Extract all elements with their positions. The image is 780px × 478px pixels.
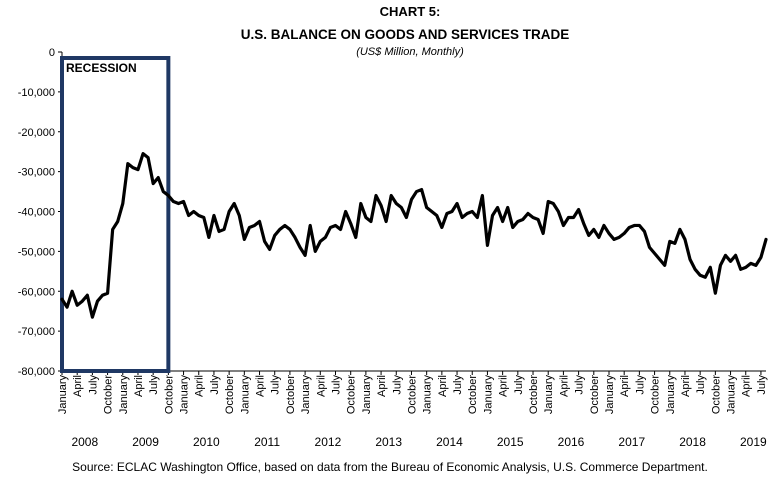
chart-number: CHART 5: bbox=[379, 4, 441, 19]
y-tick-label: -60,000 bbox=[18, 286, 55, 298]
year-label: 2008 bbox=[71, 435, 98, 449]
y-tick-label: -80,000 bbox=[18, 366, 55, 378]
x-tick-label: April bbox=[315, 375, 327, 397]
year-label: 2014 bbox=[436, 435, 463, 449]
y-axis: 0 -10,000 -20,000 -30,000 -40,000 -50,000 -60,… bbox=[18, 47, 63, 378]
x-tick-label: October bbox=[346, 375, 358, 414]
trade-balance-line bbox=[60, 152, 768, 319]
year-label: 2012 bbox=[315, 435, 342, 449]
year-label: 2016 bbox=[558, 435, 585, 449]
y-tick-label: -50,000 bbox=[18, 246, 55, 258]
x-tick-label: January bbox=[179, 375, 191, 415]
x-tick-label: October bbox=[406, 375, 418, 414]
recession-annotation: RECESSION bbox=[60, 56, 171, 373]
y-tick-label: -30,000 bbox=[18, 167, 55, 179]
year-label: 2013 bbox=[375, 435, 402, 449]
x-tick-label: July bbox=[209, 375, 221, 395]
x-tick-label: July bbox=[634, 375, 646, 395]
series-layer bbox=[60, 152, 768, 319]
x-tick-label: July bbox=[148, 375, 160, 395]
x-tick-label: April bbox=[376, 375, 388, 397]
x-tick-label: April bbox=[133, 375, 145, 397]
x-tick-label: April bbox=[558, 375, 570, 397]
x-tick-label: April bbox=[498, 375, 510, 397]
x-tick-label: July bbox=[695, 375, 707, 395]
x-tick-label: October bbox=[163, 375, 175, 414]
x-tick-label: July bbox=[756, 375, 768, 395]
year-label: 2009 bbox=[132, 435, 159, 449]
x-tick-label: January bbox=[422, 375, 434, 415]
x-tick-label: July bbox=[87, 375, 99, 395]
x-tick-label: January bbox=[239, 375, 251, 415]
year-label: 2019 bbox=[740, 435, 767, 449]
chart-title: U.S. BALANCE ON GOODS AND SERVICES TRADE bbox=[240, 27, 570, 42]
x-tick-label: January bbox=[57, 375, 69, 415]
x-tick-label: October bbox=[467, 375, 479, 414]
year-label: 2010 bbox=[193, 435, 220, 449]
x-tick-label: October bbox=[710, 375, 722, 414]
x-tick-label: January bbox=[482, 375, 494, 415]
recession-label: RECESSION bbox=[66, 61, 137, 75]
x-tick-label: April bbox=[255, 375, 267, 397]
recession-box bbox=[60, 56, 171, 373]
x-tick-label: October bbox=[589, 375, 601, 414]
y-tick-label: -70,000 bbox=[18, 326, 55, 338]
x-tick-label: January bbox=[543, 375, 555, 415]
y-tick-label: -40,000 bbox=[18, 207, 55, 219]
x-tick-label: October bbox=[103, 375, 115, 414]
x-tick-label: July bbox=[513, 375, 525, 395]
chart-subtitle: (US$ Million, Monthly) bbox=[356, 46, 464, 58]
x-tick-label: January bbox=[300, 375, 312, 415]
x-tick-label: July bbox=[574, 375, 586, 395]
y-tick-label: 0 bbox=[49, 47, 55, 59]
x-tick-label: January bbox=[665, 375, 677, 415]
x-tick-label: October bbox=[528, 375, 540, 414]
x-tick-label: July bbox=[391, 375, 403, 395]
x-tick-label: April bbox=[194, 375, 206, 397]
x-tick-label: October bbox=[224, 375, 236, 414]
x-tick-label: January bbox=[604, 375, 616, 415]
y-tick-label: -20,000 bbox=[18, 127, 55, 139]
x-tick-label: April bbox=[437, 375, 449, 397]
year-label: 2011 bbox=[254, 435, 280, 449]
y-tick-label: -10,000 bbox=[18, 87, 55, 99]
x-tick-label: October bbox=[650, 375, 662, 414]
year-label: 2015 bbox=[497, 435, 524, 449]
x-tick-label: January bbox=[361, 375, 373, 415]
x-tick-label: October bbox=[285, 375, 297, 414]
x-tick-label: July bbox=[330, 375, 342, 395]
x-tick-label: April bbox=[680, 375, 692, 397]
x-tick-label: July bbox=[452, 375, 464, 395]
year-label: 2017 bbox=[618, 435, 645, 449]
year-label: 2018 bbox=[679, 435, 706, 449]
x-tick-label: April bbox=[741, 375, 753, 397]
x-axis: January April July October January April July O… bbox=[57, 370, 768, 449]
x-tick-label: April bbox=[72, 375, 84, 397]
x-tick-label: January bbox=[726, 375, 738, 415]
x-tick-label: January bbox=[118, 375, 130, 415]
x-tick-label: April bbox=[619, 375, 631, 397]
source-note: Source: ECLAC Washington Office, based o… bbox=[72, 460, 708, 474]
x-tick-label: July bbox=[270, 375, 282, 395]
